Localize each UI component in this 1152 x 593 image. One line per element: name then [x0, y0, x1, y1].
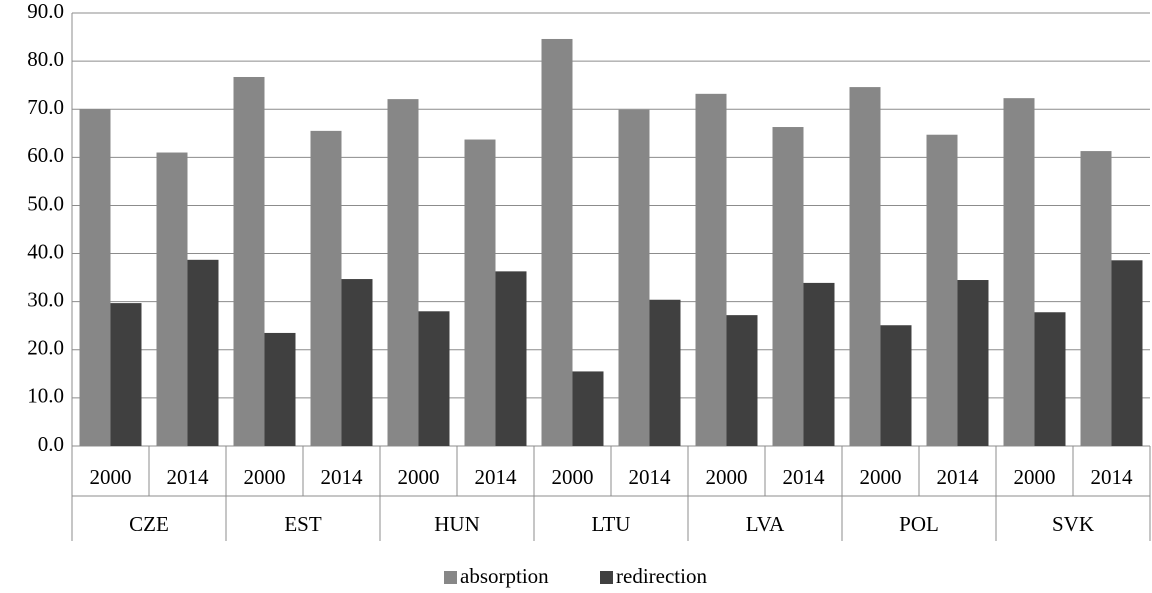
bar: [541, 38, 573, 446]
group-label: POL: [899, 512, 939, 536]
y-tick-label: 0.0: [38, 432, 64, 456]
bar: [495, 271, 527, 446]
legend-swatch: [600, 571, 613, 584]
bar: [187, 259, 219, 446]
y-tick-label: 50.0: [27, 191, 64, 215]
legend-swatch: [444, 571, 457, 584]
x-tick-label: 2014: [937, 465, 980, 489]
group-label: EST: [284, 512, 322, 536]
x-tick-label: 2014: [475, 465, 518, 489]
x-tick-label: 2014: [783, 465, 826, 489]
group-label: CZE: [129, 512, 169, 536]
bar: [618, 109, 650, 446]
bar: [418, 311, 450, 446]
y-tick-label: 90.0: [27, 0, 64, 23]
bar: [264, 332, 296, 446]
y-tick-label: 80.0: [27, 47, 64, 71]
x-tick-label: 2000: [552, 465, 594, 489]
x-tick-label: 2014: [167, 465, 210, 489]
x-tick-label: 2014: [629, 465, 672, 489]
bar: [233, 76, 265, 446]
group-label: LVA: [746, 512, 785, 536]
bar: [1111, 260, 1143, 446]
bar: [880, 325, 912, 446]
y-tick-label: 10.0: [27, 384, 64, 408]
x-tick-label: 2000: [860, 465, 902, 489]
bar: [156, 152, 188, 446]
x-tick-label: 2000: [1014, 465, 1056, 489]
bar: [772, 127, 804, 447]
bar: [572, 371, 604, 446]
legend-label: redirection: [616, 564, 707, 588]
group-label: HUN: [434, 512, 480, 536]
y-tick-label: 20.0: [27, 336, 64, 360]
x-tick-label: 2000: [398, 465, 440, 489]
x-tick-label: 2014: [1091, 465, 1134, 489]
bar: [79, 109, 111, 446]
x-tick-label: 2000: [90, 465, 132, 489]
bar: [310, 130, 342, 446]
bar: [957, 280, 989, 446]
group-label: LTU: [592, 512, 631, 536]
bar: [387, 99, 419, 446]
bar: [464, 139, 496, 446]
y-tick-label: 60.0: [27, 143, 64, 167]
legend-label: absorption: [460, 564, 549, 588]
bar: [726, 315, 758, 446]
bar: [1034, 312, 1066, 446]
bar: [110, 303, 142, 446]
x-tick-label: 2000: [706, 465, 748, 489]
bar: [649, 299, 681, 446]
bar: [1080, 151, 1112, 446]
x-tick-label: 2014: [321, 465, 364, 489]
bar: [1003, 98, 1035, 446]
bar: [695, 93, 727, 447]
bar: [926, 134, 958, 446]
x-tick-label: 2000: [244, 465, 286, 489]
bar: [849, 87, 881, 446]
bar: [341, 279, 373, 446]
group-label: SVK: [1052, 512, 1094, 536]
y-tick-label: 40.0: [27, 239, 64, 263]
y-tick-label: 30.0: [27, 287, 64, 311]
bar: [803, 282, 835, 446]
y-tick-label: 70.0: [27, 95, 64, 119]
